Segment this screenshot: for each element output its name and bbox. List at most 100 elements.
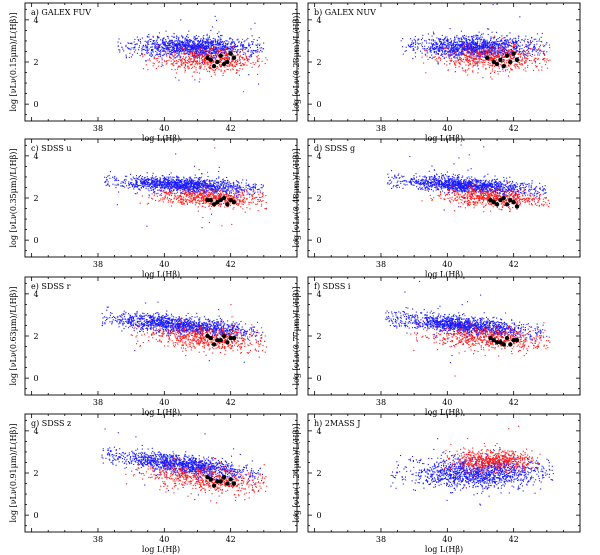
data-point bbox=[514, 57, 520, 63]
data-point bbox=[509, 57, 511, 59]
data-point bbox=[451, 44, 453, 47]
data-point bbox=[447, 40, 449, 42]
data-point bbox=[477, 61, 479, 63]
data-point bbox=[198, 44, 200, 46]
data-point bbox=[478, 54, 480, 56]
data-point bbox=[472, 58, 474, 60]
data-point bbox=[154, 47, 156, 49]
data-point bbox=[158, 61, 160, 63]
data-point bbox=[194, 55, 196, 57]
data-point bbox=[519, 51, 521, 53]
data-point bbox=[253, 50, 255, 52]
data-point bbox=[435, 53, 437, 55]
data-point bbox=[194, 79, 196, 81]
data-point bbox=[195, 53, 197, 55]
data-point bbox=[456, 45, 458, 47]
data-point bbox=[196, 47, 198, 49]
data-point bbox=[241, 49, 244, 51]
data-point bbox=[197, 45, 199, 48]
data-point bbox=[488, 28, 490, 30]
data-point bbox=[484, 46, 486, 49]
data-point bbox=[469, 56, 471, 58]
data-point bbox=[468, 52, 470, 54]
data-point bbox=[467, 50, 470, 52]
data-point bbox=[505, 47, 508, 49]
data-point bbox=[525, 54, 527, 56]
data-point bbox=[452, 53, 454, 55]
data-point bbox=[174, 51, 177, 53]
data-point bbox=[143, 46, 145, 48]
data-point bbox=[231, 46, 233, 48]
data-point bbox=[163, 60, 165, 62]
data-point bbox=[263, 48, 265, 50]
data-point bbox=[133, 51, 136, 53]
data-point bbox=[192, 42, 194, 44]
data-point bbox=[475, 35, 477, 37]
data-point bbox=[195, 185, 198, 187]
data-point bbox=[107, 175, 109, 177]
data-point bbox=[150, 50, 152, 52]
data-point bbox=[522, 50, 524, 52]
data-point bbox=[215, 19, 218, 21]
data-point bbox=[477, 52, 479, 54]
data-point bbox=[483, 40, 485, 43]
data-point bbox=[128, 42, 130, 44]
data-point bbox=[225, 50, 227, 52]
data-point bbox=[215, 42, 217, 44]
data-point bbox=[241, 46, 244, 48]
data-point bbox=[209, 47, 211, 49]
data-point bbox=[467, 45, 469, 47]
data-point bbox=[402, 53, 404, 55]
data-point bbox=[199, 46, 201, 48]
data-point bbox=[440, 53, 442, 55]
data-point bbox=[441, 46, 443, 49]
data-point bbox=[536, 40, 538, 42]
data-point bbox=[172, 64, 174, 66]
data-point bbox=[423, 48, 425, 50]
data-point bbox=[451, 43, 453, 45]
data-point bbox=[207, 50, 209, 52]
data-point bbox=[231, 65, 233, 67]
data-point bbox=[162, 38, 164, 40]
data-point bbox=[486, 39, 488, 41]
data-point bbox=[489, 58, 492, 60]
data-point bbox=[181, 42, 183, 44]
data-point bbox=[168, 46, 170, 48]
data-point bbox=[211, 62, 213, 64]
data-point bbox=[466, 45, 468, 47]
data-point bbox=[219, 65, 221, 67]
data-point bbox=[470, 45, 472, 47]
data-point bbox=[422, 34, 424, 36]
data-point bbox=[494, 52, 496, 54]
data-point bbox=[194, 49, 196, 51]
data-point bbox=[445, 47, 447, 49]
data-point bbox=[202, 59, 204, 61]
data-point bbox=[200, 38, 202, 40]
data-point bbox=[447, 54, 449, 56]
data-point bbox=[437, 50, 439, 52]
data-point bbox=[473, 48, 475, 50]
data-point bbox=[457, 48, 459, 51]
data-point bbox=[195, 62, 197, 64]
data-point bbox=[181, 64, 183, 66]
data-point bbox=[157, 46, 159, 48]
data-point bbox=[223, 184, 225, 186]
data-point bbox=[463, 43, 465, 45]
data-point bbox=[488, 66, 490, 69]
data-point bbox=[191, 46, 194, 48]
data-point bbox=[228, 58, 230, 60]
data-point bbox=[178, 37, 180, 39]
data-point bbox=[158, 46, 160, 48]
data-point bbox=[454, 41, 456, 43]
data-point bbox=[205, 38, 207, 40]
data-point bbox=[166, 48, 168, 50]
data-point bbox=[454, 54, 456, 56]
data-point bbox=[493, 58, 495, 60]
data-point bbox=[187, 51, 190, 53]
data-point bbox=[175, 40, 177, 42]
data-point bbox=[199, 67, 202, 69]
data-point bbox=[198, 81, 200, 83]
data-point bbox=[150, 53, 152, 55]
data-point bbox=[183, 58, 185, 61]
data-point bbox=[204, 47, 206, 49]
